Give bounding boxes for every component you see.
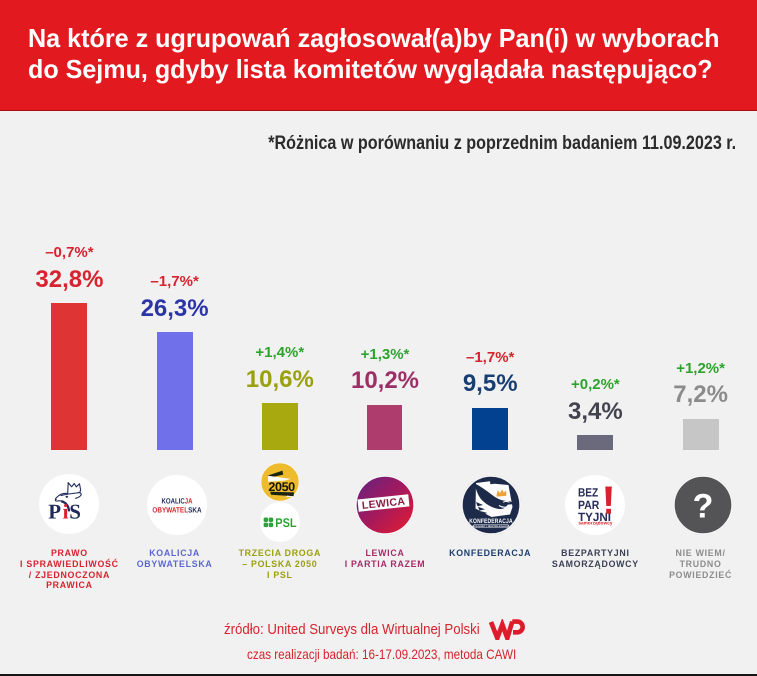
svg-text:?: ? bbox=[692, 487, 713, 525]
svg-text:samorządowcy: samorządowcy bbox=[579, 521, 613, 527]
svg-text:S: S bbox=[69, 500, 81, 524]
svg-text:WOLNOŚĆ I NIEPODLEGŁOŚĆ: WOLNOŚĆ I NIEPODLEGŁOŚĆ bbox=[472, 524, 510, 528]
svg-text:KONFEDERACJA: KONFEDERACJA bbox=[469, 518, 513, 525]
svg-text:PSL: PSL bbox=[276, 516, 298, 530]
svg-text:2050: 2050 bbox=[269, 480, 296, 494]
svg-text:OBYWATELSKA: OBYWATELSKA bbox=[152, 505, 202, 514]
svg-text:P: P bbox=[48, 500, 61, 524]
svg-text:BEZ: BEZ bbox=[578, 486, 598, 500]
svg-text:LEWICA: LEWICA bbox=[361, 496, 406, 512]
svg-text:TYJNI: TYJNI bbox=[578, 510, 611, 524]
svg-text:KOALICJA: KOALICJA bbox=[161, 496, 192, 505]
svg-text:i: i bbox=[62, 500, 68, 524]
svg-text:PAR: PAR bbox=[578, 498, 600, 512]
